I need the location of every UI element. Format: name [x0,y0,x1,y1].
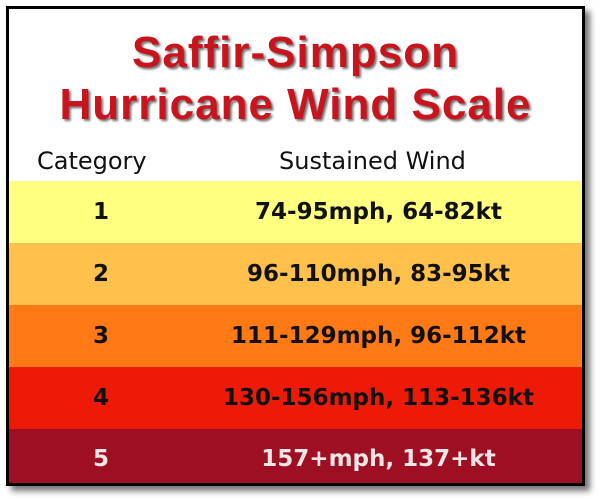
category-column-header: Category [37,147,147,175]
category-row-1: 1 74-95mph, 64-82kt [9,181,582,243]
category-row-2: 2 96-110mph, 83-95kt [9,243,582,305]
title-line-2: Hurricane Wind Scale [59,80,532,129]
category-number: 4 [92,385,109,411]
sustained-wind-value: 130-156mph, 113-136kt [223,385,534,411]
hurricane-scale-card: Saffir-Simpson Hurricane Wind Scale Cate… [6,6,585,486]
sustained-wind-value: 111-129mph, 96-112kt [231,323,526,349]
category-row-5: 5 157+mph, 137+kt [9,429,582,483]
category-number: 3 [92,323,109,349]
category-number: 2 [92,261,109,287]
category-row-4: 4 130-156mph, 113-136kt [9,367,582,429]
sustained-wind-value: 74-95mph, 64-82kt [255,199,502,225]
sustained-wind-column-header: Sustained Wind [279,147,466,175]
title-line-1: Saffir-Simpson [132,28,459,77]
category-row-3: 3 111-129mph, 96-112kt [9,305,582,367]
category-rows: 1 74-95mph, 64-82kt 2 96-110mph, 83-95kt… [9,181,582,483]
category-number: 5 [92,445,109,472]
sustained-wind-value: 96-110mph, 83-95kt [247,261,510,287]
category-number: 1 [92,199,109,225]
sustained-wind-value: 157+mph, 137+kt [261,445,496,472]
